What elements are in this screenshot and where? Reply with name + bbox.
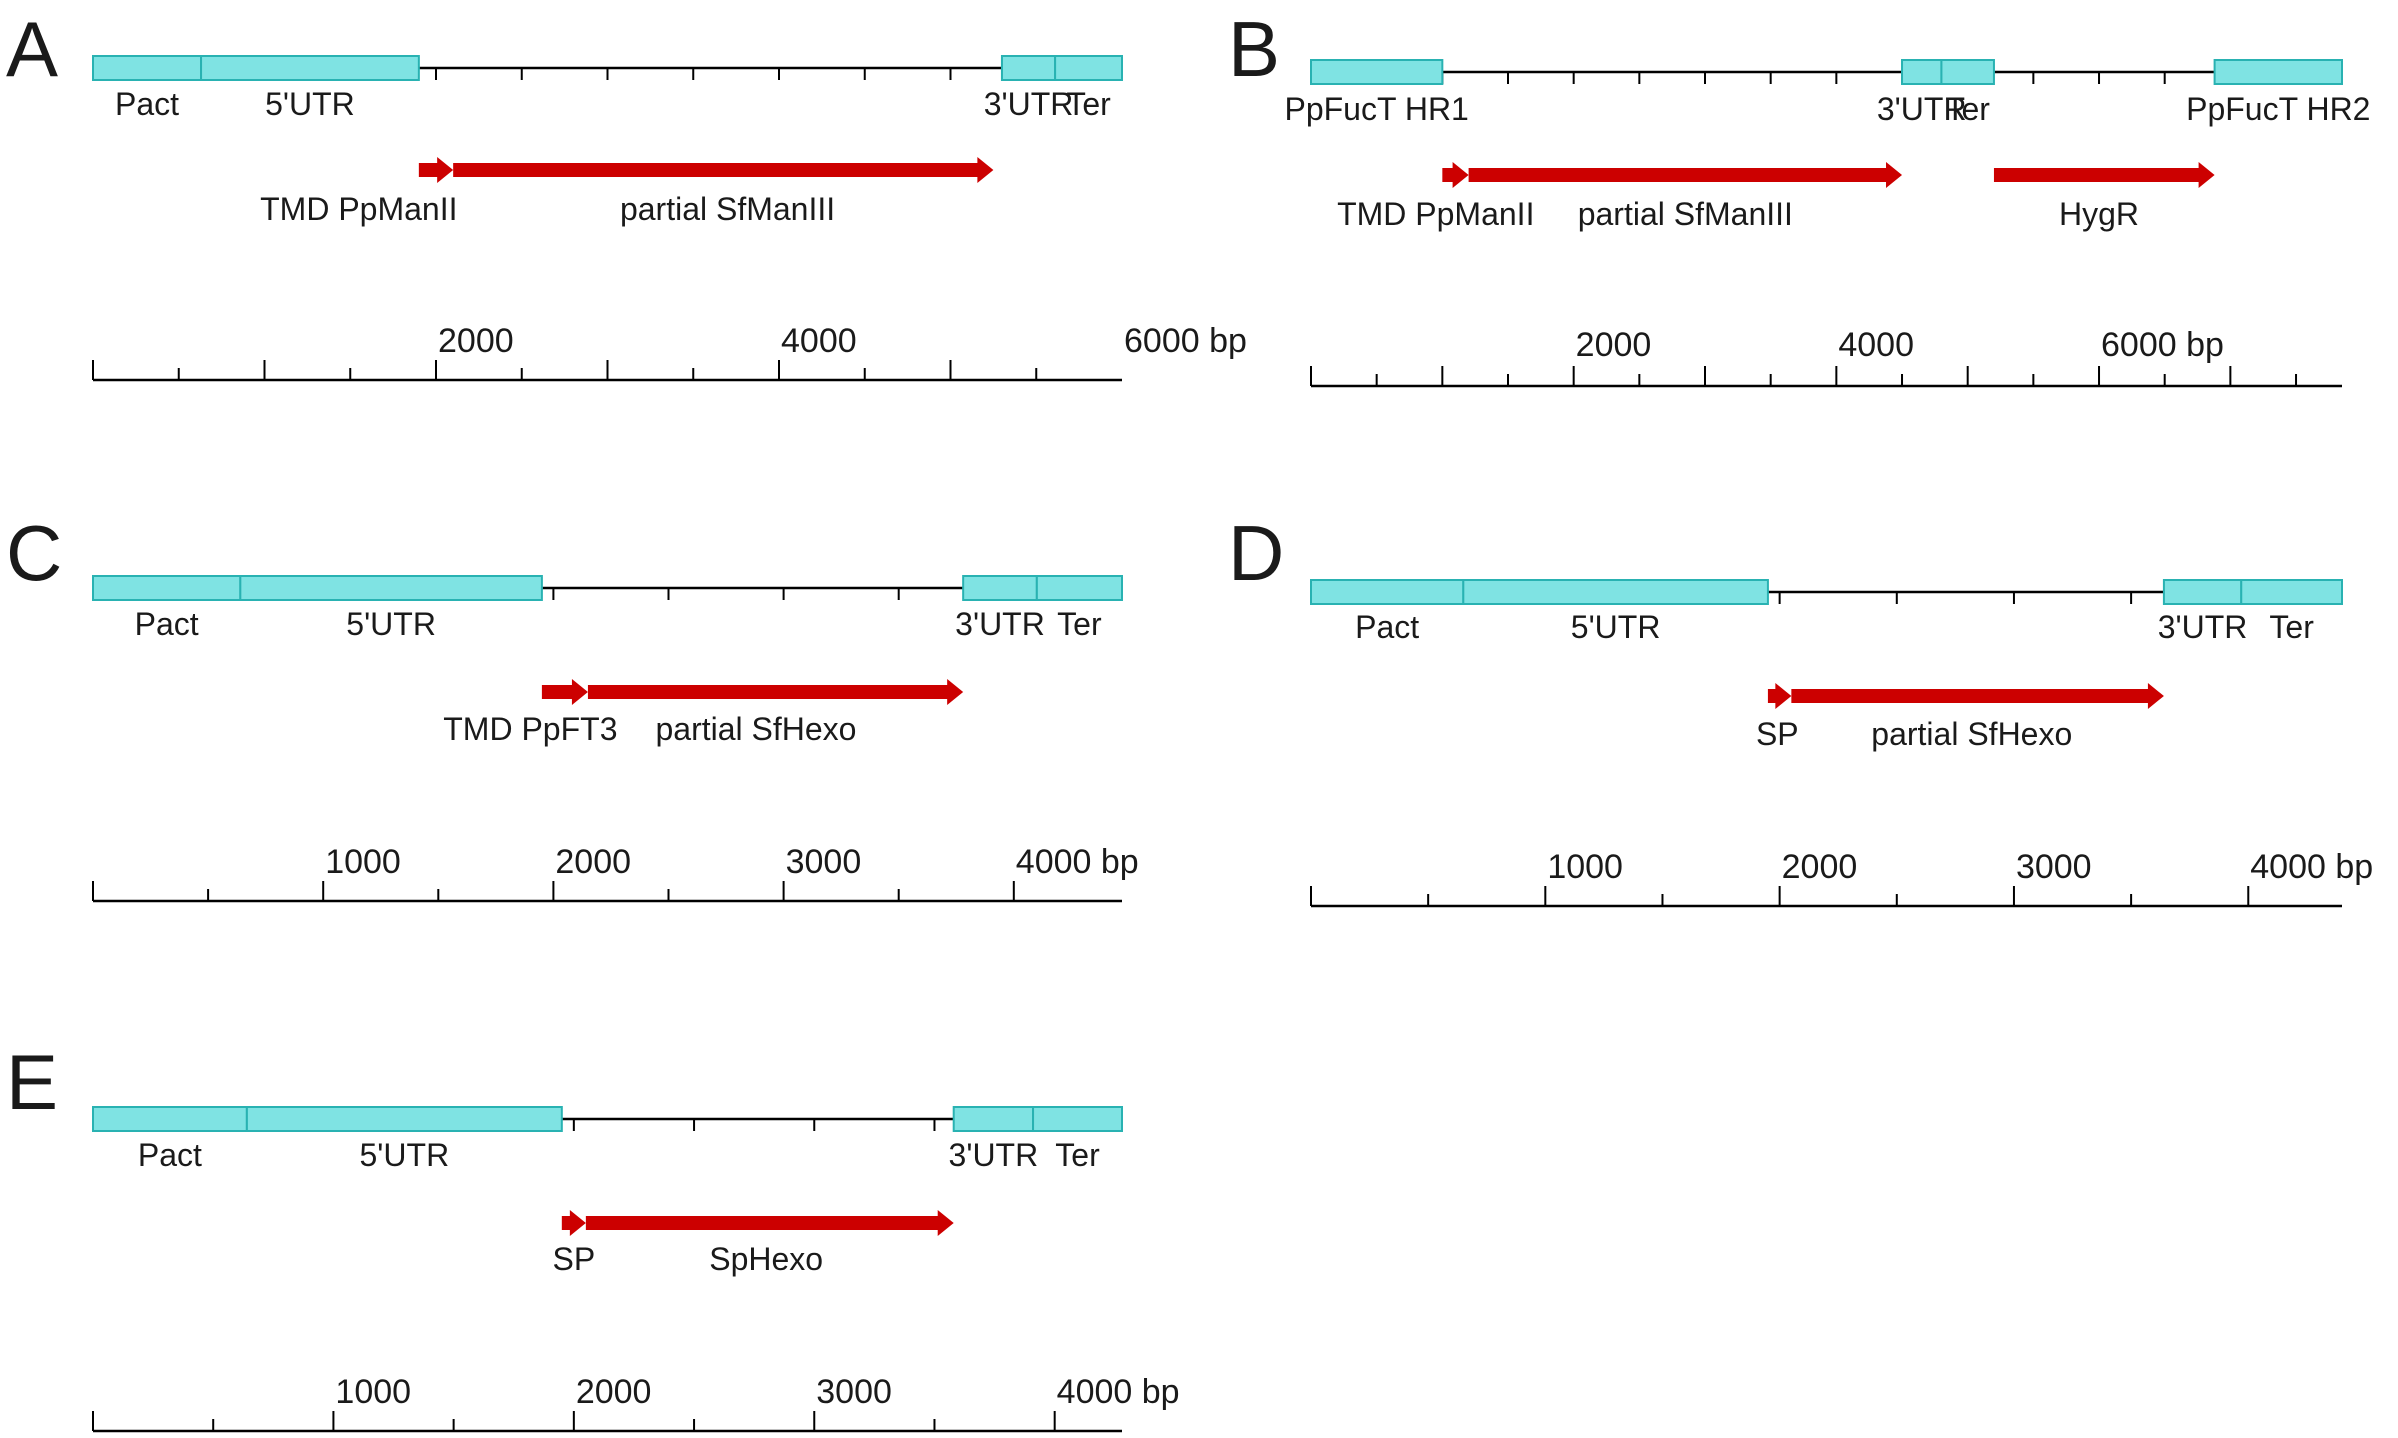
arrow-tmd <box>541 679 588 705</box>
segment-5utr <box>245 1106 563 1132</box>
scale-label-4000: 4000 bp <box>2250 848 2373 886</box>
scale-label-1000: 1000 <box>335 1373 411 1411</box>
segment-5utr <box>239 575 543 601</box>
scale-label-2000: 2000 <box>1782 848 1858 886</box>
arrow-sphexo <box>585 1210 954 1236</box>
arrow-partial-sfhexo <box>1791 683 2164 709</box>
arrow-partial-sfmaniii <box>453 157 994 183</box>
segment-ter <box>1940 59 1995 85</box>
scale-label-4000: 4000 bp <box>1057 1373 1180 1411</box>
arrow-label-sp: SP <box>552 1241 595 1277</box>
arrow-label-sp: SP <box>1756 716 1799 752</box>
segment-label-3utr: 3'UTR <box>955 606 1045 642</box>
arrow-tmd <box>418 157 454 183</box>
segment-3utr <box>1000 55 1057 81</box>
arrow-label-hygr: HygR <box>2059 196 2139 232</box>
segment-label-ppfuct-hr2: PpFucT HR2 <box>2186 91 2370 127</box>
panel-letter-a: A <box>6 5 58 93</box>
segment-ter <box>1032 1106 1124 1132</box>
panel-letter-c: C <box>6 509 62 597</box>
segment-label-3utr: 3'UTR <box>2158 609 2248 645</box>
scale-label-6000: 6000 bp <box>2101 326 2224 364</box>
segment-label-pact: Pact <box>138 1137 202 1173</box>
segment-3utr <box>962 575 1038 601</box>
scale-label-4000: 4000 <box>1838 326 1914 364</box>
segment-3utr <box>1901 59 1943 85</box>
arrow-label-partial-sfhexo: partial SfHexo <box>1871 716 2072 752</box>
scale-label-3000: 3000 <box>2016 848 2092 886</box>
segment-3utr <box>2162 579 2243 605</box>
segment-pact <box>92 55 203 81</box>
segment-ter <box>2240 579 2343 605</box>
arrow-label-partial-sfmaniii: partial SfManIII <box>620 191 835 227</box>
scale-label-2000: 2000 <box>555 843 631 881</box>
segment-label-5utr: 5'UTR <box>265 86 355 122</box>
scale-label-4000: 4000 <box>781 322 857 360</box>
arrow-sp <box>561 1210 586 1236</box>
arrow-label-tmd-ppft3: TMD PpFT3 <box>443 711 617 747</box>
panel-letter-e: E <box>6 1038 58 1126</box>
scale-label-1000: 1000 <box>1547 848 1623 886</box>
panel-letter-d: D <box>1228 509 1284 597</box>
segment-ppfuct-hr2 <box>2213 59 2343 85</box>
segment-label-ter: Ter <box>1057 606 1102 642</box>
segment-3utr <box>952 1106 1035 1132</box>
segment-label-ter: Ter <box>1055 1137 1100 1173</box>
scale-label-2000: 2000 <box>576 1373 652 1411</box>
arrow-tmd <box>1442 162 1469 188</box>
segment-label-5utr: 5'UTR <box>346 606 436 642</box>
segment-ter <box>1054 55 1123 81</box>
scale-label-3000: 3000 <box>816 1373 892 1411</box>
segment-label-3utr: 3'UTR <box>949 1137 1039 1173</box>
scale-label-6000: 6000 bp <box>1124 322 1247 360</box>
segment-label-pact: Pact <box>1355 609 1419 645</box>
segment-pact <box>92 1106 248 1132</box>
segment-ppfuct-hr1 <box>1310 59 1444 85</box>
panel-d: D Pact 5'UTR 3'UTR Ter SP partial SfHexo 1000 20… <box>1228 509 2373 908</box>
segment-label-ter: Ter <box>2269 609 2314 645</box>
segment-ter <box>1035 575 1124 601</box>
panel-e: E Pact 5'UTR 3'UTR Ter SP SpHexo 1000 2000 3000 40… <box>6 1038 1180 1433</box>
scale-label-3000: 3000 <box>786 843 862 881</box>
segment-pact <box>92 575 242 601</box>
panel-letter-b: B <box>1228 5 1280 93</box>
segment-label-5utr: 5'UTR <box>360 1137 450 1173</box>
segment-label-3utr: 3'UTR <box>984 86 1074 122</box>
segment-label-3utr: 3'UTR <box>1877 91 1967 127</box>
scale-label-4000: 4000 bp <box>1016 843 1139 881</box>
segment-label-ppfuct-hr1: PpFucT HR1 <box>1284 91 1468 127</box>
arrow-hygr <box>1993 162 2215 188</box>
segment-5utr <box>200 55 420 81</box>
scale-label-1000: 1000 <box>325 843 401 881</box>
segment-label-ter: Ter <box>1066 86 1111 122</box>
arrow-partial-sfmaniii <box>1468 162 1903 188</box>
scale-label-2000: 2000 <box>438 322 514 360</box>
segment-label-ter: Ter <box>1945 91 1990 127</box>
arrow-label-sphexo: SpHexo <box>709 1241 823 1277</box>
arrow-label-partial-sfhexo: partial SfHexo <box>655 711 856 747</box>
segment-label-pact: Pact <box>135 606 199 642</box>
arrow-sp <box>1767 683 1792 709</box>
panel-c: C Pact 5'UTR 3'UTR Ter TMD PpFT3 partial SfHex… <box>6 509 1139 903</box>
segment-label-pact: Pact <box>115 86 179 122</box>
segment-pact <box>1310 579 1465 605</box>
scale-label-2000: 2000 <box>1576 326 1652 364</box>
segment-5utr <box>1462 579 1769 605</box>
arrow-partial-sfhexo <box>587 679 964 705</box>
segment-label-5utr: 5'UTR <box>1571 609 1661 645</box>
arrow-label-tmd-ppmanii: TMD PpManII <box>260 191 457 227</box>
arrow-label-partial-sfmaniii: partial SfManIII <box>1578 196 1793 232</box>
arrow-label-tmd-ppmanii: TMD PpManII <box>1337 196 1534 232</box>
